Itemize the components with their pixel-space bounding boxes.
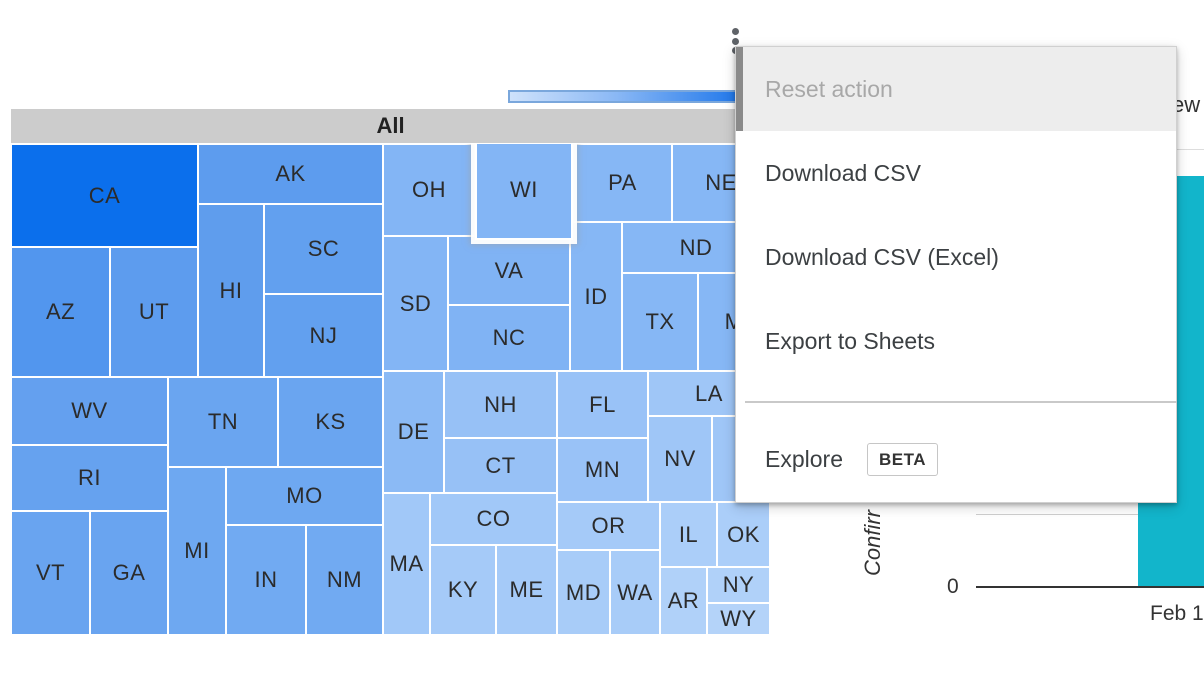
treemap-tile-co[interactable]: CO bbox=[430, 493, 557, 545]
treemap-tile-wv[interactable]: WV bbox=[11, 377, 168, 445]
menu-item-label: Reset action bbox=[765, 75, 893, 102]
treemap-tile-tx[interactable]: TX bbox=[622, 273, 698, 371]
treemap-tile-ok[interactable]: OK bbox=[717, 502, 770, 567]
treemap-tile-tn[interactable]: TN bbox=[168, 377, 278, 467]
treemap-tile-ny[interactable]: NY bbox=[707, 567, 770, 603]
treemap-tile-mo[interactable]: MO bbox=[226, 467, 383, 525]
treemap-tile-ks[interactable]: KS bbox=[278, 377, 383, 467]
treemap-tile-in[interactable]: IN bbox=[226, 525, 306, 635]
treemap-tile-md[interactable]: MD bbox=[557, 550, 610, 635]
kebab-dot bbox=[731, 28, 739, 35]
menu-item-label: Download CSV (Excel) bbox=[765, 243, 999, 270]
chart-options-menu: Reset action Download CSV Download CSV (… bbox=[735, 46, 1177, 503]
treemap-tile-ut[interactable]: UT bbox=[110, 247, 198, 377]
treemap-tile-nj[interactable]: NJ bbox=[264, 294, 383, 377]
chart-x-tick: Feb 1 bbox=[1150, 602, 1204, 625]
chart-x-axis bbox=[976, 586, 1204, 588]
treemap-tile-ky[interactable]: KY bbox=[430, 545, 496, 635]
menu-divider bbox=[745, 401, 1177, 403]
treemap-tile-fl[interactable]: FL bbox=[557, 371, 648, 438]
color-scale-legend bbox=[508, 90, 748, 103]
treemap-tile-ga[interactable]: GA bbox=[90, 511, 168, 635]
treemap-tile-wa[interactable]: WA bbox=[610, 550, 660, 635]
treemap-tile-mn[interactable]: MN bbox=[557, 438, 648, 502]
menu-item-download-csv[interactable]: Download CSV bbox=[736, 131, 1176, 215]
treemap-header[interactable]: All bbox=[11, 109, 770, 143]
menu-item-label: Export to Sheets bbox=[765, 327, 936, 354]
chart-y-tick-zero: 0 bbox=[947, 575, 959, 598]
treemap-tile-sc[interactable]: SC bbox=[264, 204, 383, 294]
treemap-tile-az[interactable]: AZ bbox=[11, 247, 110, 377]
treemap-tile-ca[interactable]: CA bbox=[11, 144, 198, 247]
treemap-tile-oh[interactable]: OH bbox=[383, 144, 475, 236]
menu-item-explore[interactable]: Explore BETA bbox=[736, 417, 1176, 501]
treemap-tile-il[interactable]: IL bbox=[660, 502, 717, 567]
treemap-tile-nh[interactable]: NH bbox=[444, 371, 557, 438]
treemap-tile-wy[interactable]: WY bbox=[707, 603, 770, 635]
kebab-dot bbox=[731, 37, 739, 45]
treemap-tile-vt[interactable]: VT bbox=[11, 511, 90, 635]
chart-gridline bbox=[976, 514, 1204, 515]
beta-badge: BETA bbox=[866, 442, 938, 476]
treemap-tile-nm[interactable]: NM bbox=[306, 525, 383, 635]
treemap-tile-ar[interactable]: AR bbox=[660, 567, 707, 635]
treemap-tile-nc[interactable]: NC bbox=[448, 305, 570, 371]
menu-item-download-csv-excel[interactable]: Download CSV (Excel) bbox=[736, 215, 1176, 299]
treemap-tile-me[interactable]: ME bbox=[496, 545, 557, 635]
menu-item-label: Download CSV bbox=[765, 159, 921, 186]
treemap-tile-mi[interactable]: MI bbox=[168, 467, 226, 635]
treemap-tile-pa[interactable]: PA bbox=[573, 144, 672, 222]
treemap-tile-va[interactable]: VA bbox=[448, 236, 570, 305]
menu-item-export-to-sheets[interactable]: Export to Sheets bbox=[736, 299, 1176, 383]
treemap-tile-ma[interactable]: MA bbox=[383, 493, 430, 635]
menu-item-reset-action: Reset action bbox=[736, 47, 1176, 131]
treemap-tile-ak[interactable]: AK bbox=[198, 144, 383, 204]
treemap-tile-wi[interactable]: WI bbox=[475, 144, 573, 240]
treemap-tile-hi[interactable]: HI bbox=[198, 204, 264, 377]
treemap-tile-sd[interactable]: SD bbox=[383, 236, 448, 371]
treemap: CA AK AZ UT HI SC NJ OH WI PA NE ND SD VA NC ID TX M WV RI V… bbox=[11, 144, 770, 635]
menu-item-label: Explore bbox=[765, 445, 843, 472]
chart-legend-divider bbox=[1176, 149, 1204, 150]
treemap-tile-de[interactable]: DE bbox=[383, 371, 444, 493]
treemap-tile-ri[interactable]: RI bbox=[11, 445, 168, 511]
treemap-tile-or[interactable]: OR bbox=[557, 502, 660, 550]
chart-y-axis-title: Confirr bbox=[860, 509, 885, 576]
treemap-tile-ct[interactable]: CT bbox=[444, 438, 557, 493]
treemap-tile-nv[interactable]: NV bbox=[648, 416, 712, 502]
treemap-tile-id[interactable]: ID bbox=[570, 222, 622, 371]
